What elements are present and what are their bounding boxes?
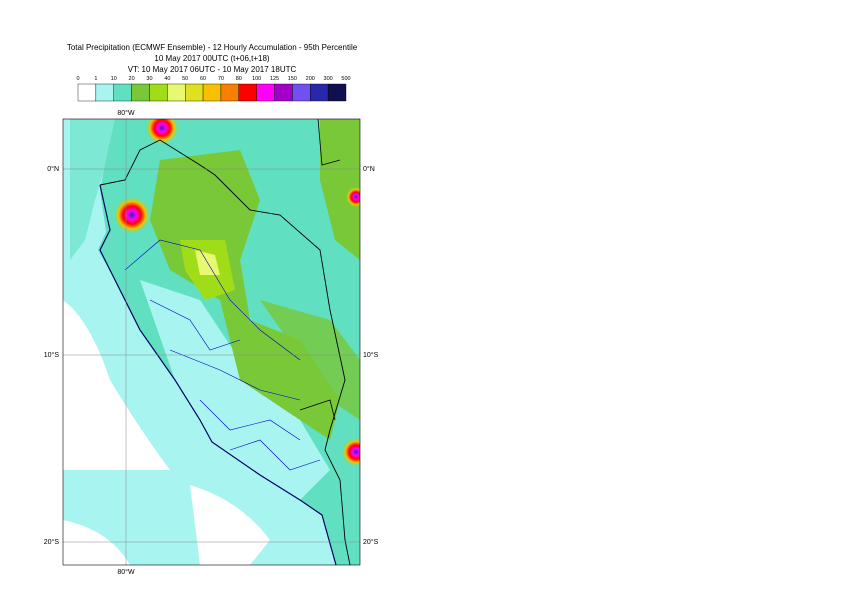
lat-label: 20°S xyxy=(363,538,379,546)
legend-swatch xyxy=(292,83,311,102)
legend-label: 80 xyxy=(236,76,242,82)
legend-label: 10 xyxy=(111,76,117,82)
lat-label: 20°S xyxy=(44,538,60,546)
legend-swatch xyxy=(274,83,293,102)
legend-swatch xyxy=(184,83,204,102)
legend-swatch xyxy=(113,83,132,102)
legend-label: 20 xyxy=(129,76,135,82)
lat-label: 10°S xyxy=(363,351,379,359)
title-line: Total Precipitation (ECMWF Ensemble) - 1… xyxy=(67,43,358,52)
lat-label: 10°S xyxy=(44,351,60,359)
legend-label: 50 xyxy=(182,76,188,82)
legend-label: 40 xyxy=(164,76,170,82)
legend-swatch xyxy=(131,83,150,102)
lon-label: 80°W xyxy=(117,568,135,576)
legend-swatch xyxy=(310,83,329,102)
title-block: Total Precipitation (ECMWF Ensemble) - 1… xyxy=(67,43,358,74)
legend-label: 125 xyxy=(270,76,279,82)
legend-label: 0 xyxy=(76,76,79,82)
legend-swatch xyxy=(238,83,257,102)
title-line: VT: 10 May 2017 06UTC - 10 May 2017 18UT… xyxy=(128,65,297,74)
legend-swatch xyxy=(256,83,275,102)
legend-label: 60 xyxy=(200,76,206,82)
legend-swatch xyxy=(149,83,168,102)
legend-label: 200 xyxy=(306,76,315,82)
legend-swatch xyxy=(167,83,186,102)
legend-swatch xyxy=(77,83,97,102)
legend-label: 30 xyxy=(146,76,152,82)
legend-label: 500 xyxy=(341,76,350,82)
map-frame xyxy=(62,118,361,566)
lon-label: 80°W xyxy=(117,109,135,117)
legend-label: 100 xyxy=(252,76,261,82)
legend: 0 1 10 20 30 40 50 60 70 80 100 125 150 200 300 500 xyxy=(76,76,351,102)
legend-label: 70 xyxy=(218,76,224,82)
legend-swatch xyxy=(95,83,114,102)
map-labels: 0°N 10°S 20°S 0°N 10°S 20°S 80°W 80°W xyxy=(44,109,379,576)
legend-label: 150 xyxy=(288,76,297,82)
legend-swatch xyxy=(202,83,222,102)
title-line: 10 May 2017 00UTC (t+06,t+18) xyxy=(154,54,270,63)
lat-label: 0°N xyxy=(363,165,375,173)
legend-swatch xyxy=(327,83,347,102)
lat-label: 0°N xyxy=(47,165,59,173)
legend-label: 300 xyxy=(324,76,333,82)
legend-label: 1 xyxy=(94,76,97,82)
legend-swatch xyxy=(220,83,240,102)
map xyxy=(63,119,360,565)
